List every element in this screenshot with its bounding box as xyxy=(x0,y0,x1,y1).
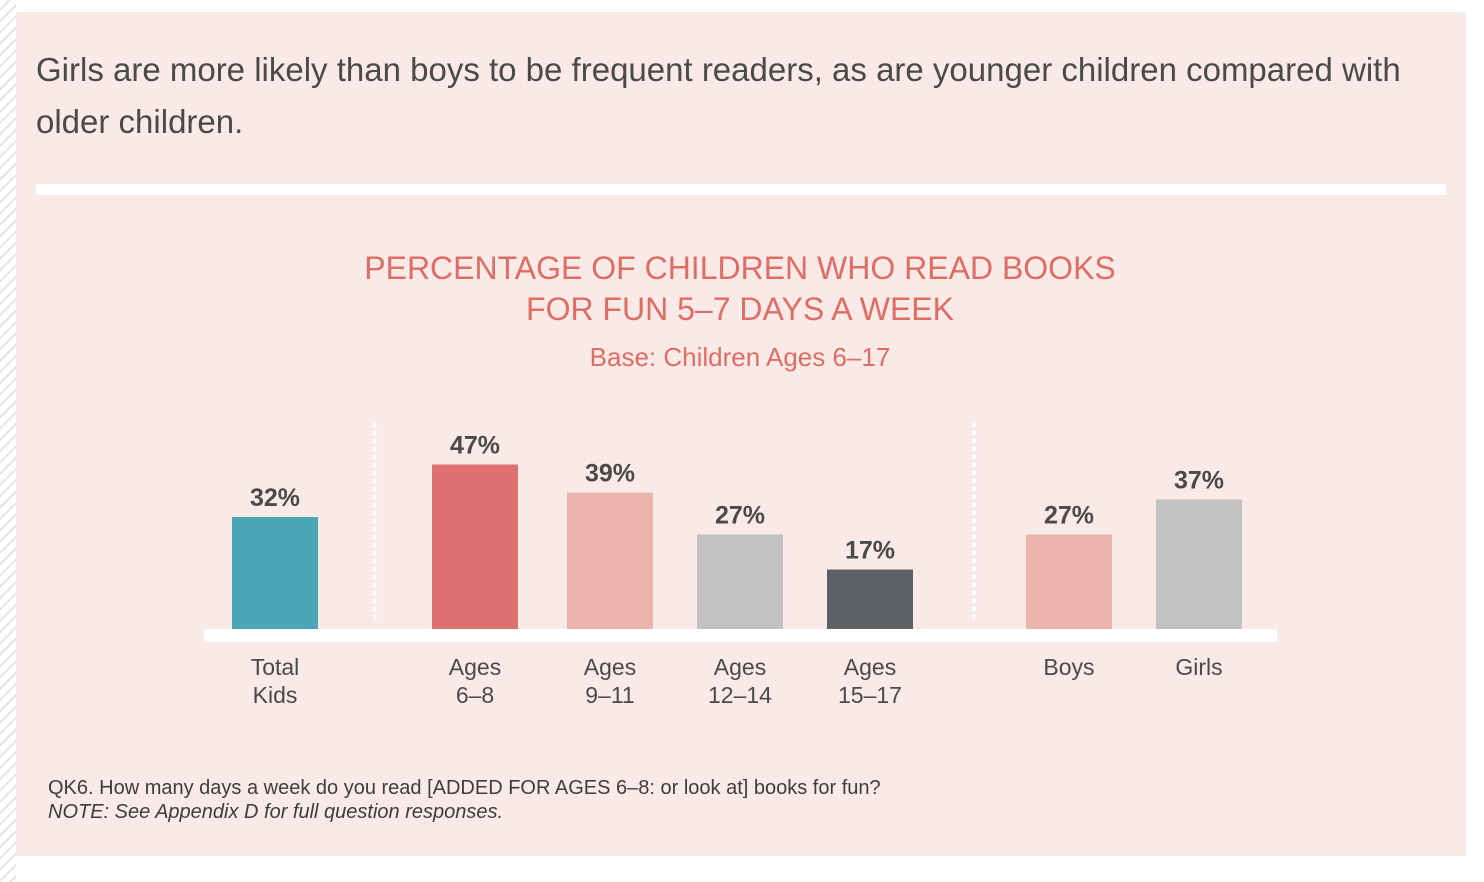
value-label-boys: 27% xyxy=(1044,502,1094,530)
value-label-ages-15-17: 17% xyxy=(845,537,895,565)
chart-title: PERCENTAGE OF CHILDREN WHO READ BOOKS FO… xyxy=(240,248,1240,330)
bar-ages-6-8 xyxy=(432,464,518,629)
category-label-total-kids-line-1: Total xyxy=(251,654,300,680)
category-label-ages-9-11-line-2: 9–11 xyxy=(585,682,634,708)
decorative-stripes xyxy=(0,0,16,882)
category-label-ages-6-8-line-1: Ages xyxy=(449,654,501,680)
category-label-boys-line-1: Boys xyxy=(1043,654,1094,680)
bar-boys xyxy=(1026,534,1112,629)
intro-text: Girls are more likely than boys to be fr… xyxy=(36,51,1401,140)
bar-ages-15-17 xyxy=(827,569,913,629)
chart-baseline xyxy=(204,629,1277,642)
bar-girls xyxy=(1156,499,1242,629)
category-label-ages-9-11-line-1: Ages xyxy=(584,654,636,680)
category-label-ages-6-8-line-2: 6–8 xyxy=(456,682,494,708)
chart-title-line-2: FOR FUN 5–7 DAYS A WEEK xyxy=(526,291,954,327)
bar-ages-9-11 xyxy=(567,492,653,629)
category-label-total-kids-line-2: Kids xyxy=(253,682,298,708)
category-label-ages-12-14-line-2: 12–14 xyxy=(708,682,772,708)
footnote: QK6. How many days a week do you read [A… xyxy=(48,776,881,824)
value-label-girls: 37% xyxy=(1174,467,1224,495)
section-divider xyxy=(36,184,1446,195)
category-label-ages-12-14-line-1: Ages xyxy=(714,654,766,680)
value-label-ages-9-11: 39% xyxy=(585,460,635,488)
value-label-total-kids: 32% xyxy=(250,484,300,512)
category-label-girls-line-1: Girls xyxy=(1175,654,1222,680)
value-label-ages-12-14: 27% xyxy=(715,502,765,530)
footnote-question: QK6. How many days a week do you read [A… xyxy=(48,777,881,799)
content-panel xyxy=(16,12,1466,856)
footnote-note: NOTE: See Appendix D for full question r… xyxy=(48,801,504,823)
category-label-ages-15-17-line-2: 15–17 xyxy=(838,682,902,708)
chart-title-line-1: PERCENTAGE OF CHILDREN WHO READ BOOKS xyxy=(364,250,1116,286)
category-label-ages-15-17-line-1: Ages xyxy=(844,654,896,680)
value-label-ages-6-8: 47% xyxy=(450,432,500,460)
bar-ages-12-14 xyxy=(697,534,783,629)
bar-total-kids xyxy=(232,517,318,629)
chart-subtitle: Base: Children Ages 6–17 xyxy=(589,342,891,372)
